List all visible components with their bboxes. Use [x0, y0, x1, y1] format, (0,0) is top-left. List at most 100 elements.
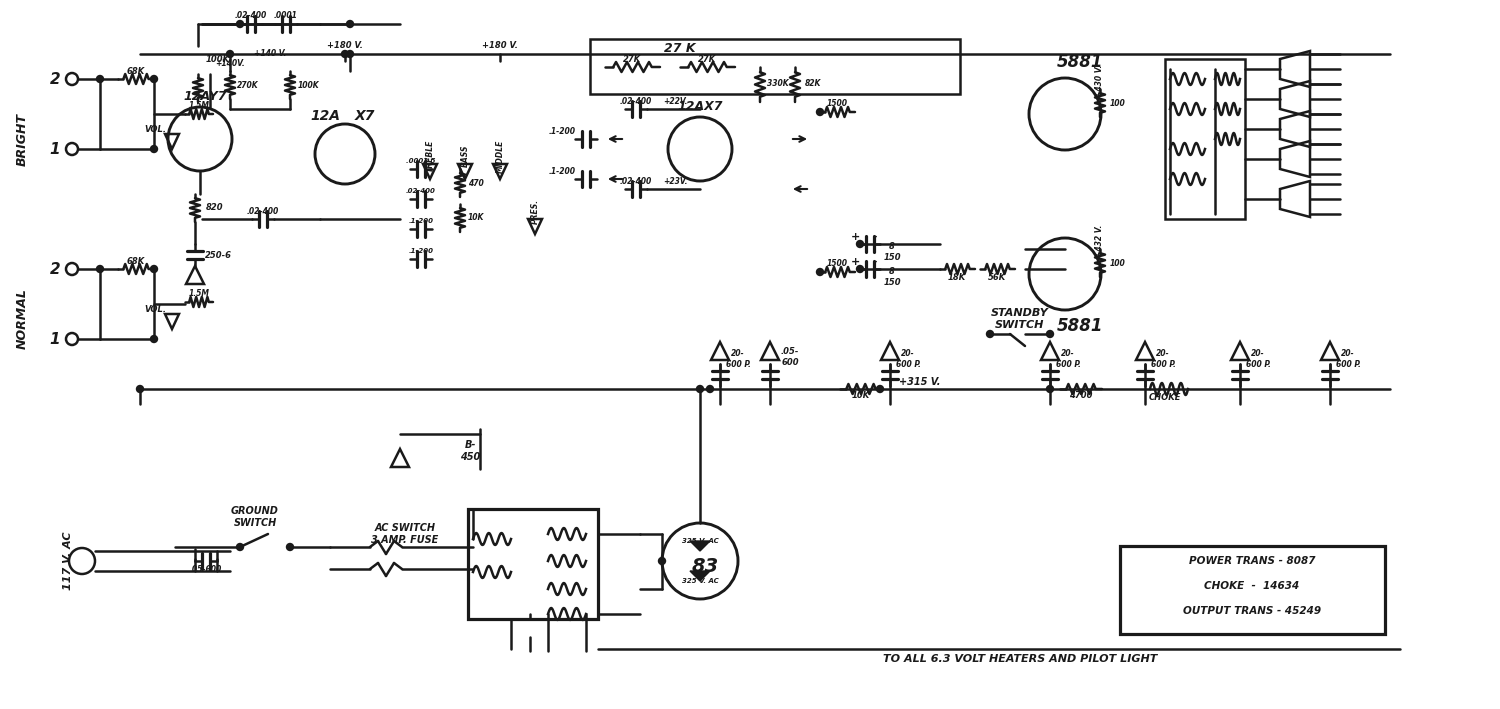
Circle shape — [150, 265, 158, 272]
Text: BRIGHT: BRIGHT — [15, 113, 28, 165]
Text: 2: 2 — [50, 262, 60, 277]
Circle shape — [237, 544, 243, 550]
Text: 1: 1 — [50, 332, 60, 347]
Circle shape — [1047, 330, 1053, 337]
Circle shape — [987, 330, 993, 337]
Text: 83: 83 — [692, 557, 718, 576]
Text: MIDDLE: MIDDLE — [495, 139, 504, 173]
Text: .02-400: .02-400 — [620, 177, 652, 186]
Text: 250-6: 250-6 — [204, 250, 231, 259]
Text: 20-
600 P.: 20- 600 P. — [726, 350, 750, 369]
Text: +430 V.: +430 V. — [1095, 65, 1104, 97]
Text: 5881: 5881 — [1056, 53, 1102, 71]
Text: 82K: 82K — [806, 79, 820, 89]
Text: 1.5M: 1.5M — [189, 289, 210, 298]
Text: +22V.: +22V. — [663, 96, 687, 106]
Circle shape — [136, 386, 144, 393]
Text: 8
150: 8 150 — [884, 242, 902, 262]
Text: .02-400: .02-400 — [236, 11, 267, 21]
Text: 100: 100 — [1110, 259, 1126, 267]
Text: VOL.: VOL. — [144, 125, 166, 133]
Text: +140 V.: +140 V. — [254, 48, 286, 57]
Circle shape — [150, 335, 158, 342]
Text: 20-
600 P.: 20- 600 P. — [1245, 350, 1270, 369]
Text: .05-
600: .05- 600 — [782, 347, 800, 367]
Text: .0001: .0001 — [274, 11, 298, 21]
Circle shape — [696, 386, 703, 393]
Text: 10K: 10K — [852, 391, 870, 401]
Text: 1500: 1500 — [827, 99, 848, 108]
Text: 330K: 330K — [766, 79, 789, 89]
Text: .1-200: .1-200 — [408, 248, 434, 254]
Text: 5881: 5881 — [1056, 317, 1102, 335]
Polygon shape — [690, 571, 709, 581]
Text: GROUND
SWITCH: GROUND SWITCH — [231, 506, 279, 527]
Text: .02-400: .02-400 — [248, 206, 279, 216]
Text: 270K: 270K — [237, 81, 260, 89]
Bar — [590, 39, 960, 94]
Text: 1: 1 — [50, 142, 60, 157]
Circle shape — [237, 21, 243, 28]
Circle shape — [150, 145, 158, 152]
Text: NORMAL: NORMAL — [15, 289, 28, 350]
Circle shape — [658, 557, 666, 564]
Circle shape — [96, 265, 104, 272]
Circle shape — [856, 265, 864, 272]
Text: 2: 2 — [50, 72, 60, 86]
Circle shape — [226, 50, 234, 57]
Text: 325 V. AC: 325 V. AC — [681, 578, 718, 584]
Text: +23V.: +23V. — [663, 177, 687, 186]
Text: 1.5M: 1.5M — [189, 101, 210, 111]
Text: -: - — [873, 232, 877, 242]
Text: BASS: BASS — [460, 145, 470, 167]
Text: 12A: 12A — [310, 109, 340, 123]
Circle shape — [856, 240, 864, 247]
Circle shape — [96, 75, 104, 82]
Bar — [1120, 546, 1384, 634]
Text: .1-200: .1-200 — [408, 218, 434, 224]
Text: +: + — [850, 232, 859, 242]
Text: 820: 820 — [206, 203, 224, 213]
Text: 12AY7: 12AY7 — [183, 91, 226, 104]
Text: TREBLE: TREBLE — [426, 140, 435, 172]
Text: CHOKE  -  14634: CHOKE - 14634 — [1204, 581, 1299, 591]
Text: 68K: 68K — [128, 257, 146, 265]
Text: 100K: 100K — [297, 81, 320, 89]
Circle shape — [346, 21, 354, 28]
Text: .05-600: .05-600 — [190, 564, 222, 574]
Text: CHOKE: CHOKE — [1149, 393, 1182, 401]
Polygon shape — [690, 541, 709, 551]
Circle shape — [706, 386, 714, 393]
Text: TO ALL 6.3 VOLT HEATERS AND PILOT LIGHT: TO ALL 6.3 VOLT HEATERS AND PILOT LIGHT — [884, 654, 1156, 664]
Text: 20-
600 P.: 20- 600 P. — [1056, 350, 1080, 369]
Text: POWER TRANS - 8087: POWER TRANS - 8087 — [1188, 556, 1316, 566]
Text: X7: X7 — [356, 109, 375, 123]
Text: +180 V.: +180 V. — [327, 42, 363, 50]
Circle shape — [816, 269, 824, 276]
Circle shape — [346, 50, 354, 57]
Text: +432 V.: +432 V. — [1095, 225, 1104, 257]
Circle shape — [150, 75, 158, 82]
Text: .02-400: .02-400 — [406, 188, 436, 194]
Text: 8
150: 8 150 — [884, 267, 902, 286]
Text: +315 V.: +315 V. — [900, 377, 940, 387]
Text: 100: 100 — [1110, 99, 1126, 108]
Text: 27K: 27K — [698, 55, 715, 64]
Text: VOL.: VOL. — [144, 304, 166, 313]
Text: 18K: 18K — [948, 272, 966, 281]
Text: OUTPUT TRANS - 45249: OUTPUT TRANS - 45249 — [1184, 606, 1322, 616]
Text: 20-
600 P.: 20- 600 P. — [1335, 350, 1360, 369]
Text: .02-400: .02-400 — [620, 96, 652, 106]
Text: 27 K: 27 K — [664, 43, 696, 55]
Text: 117 V. AC: 117 V. AC — [63, 532, 74, 591]
Text: 20-
600 P.: 20- 600 P. — [896, 350, 921, 369]
Text: B-
450: B- 450 — [460, 440, 480, 462]
Bar — [468, 509, 598, 619]
Circle shape — [816, 108, 824, 116]
Circle shape — [286, 544, 294, 550]
Text: AC SWITCH
3 AMP. FUSE: AC SWITCH 3 AMP. FUSE — [372, 523, 438, 545]
Circle shape — [876, 386, 884, 393]
Text: +180 V.: +180 V. — [482, 42, 518, 50]
Text: .0002 5: .0002 5 — [406, 158, 435, 164]
Text: STANDBY
SWITCH: STANDBY SWITCH — [992, 308, 1048, 330]
